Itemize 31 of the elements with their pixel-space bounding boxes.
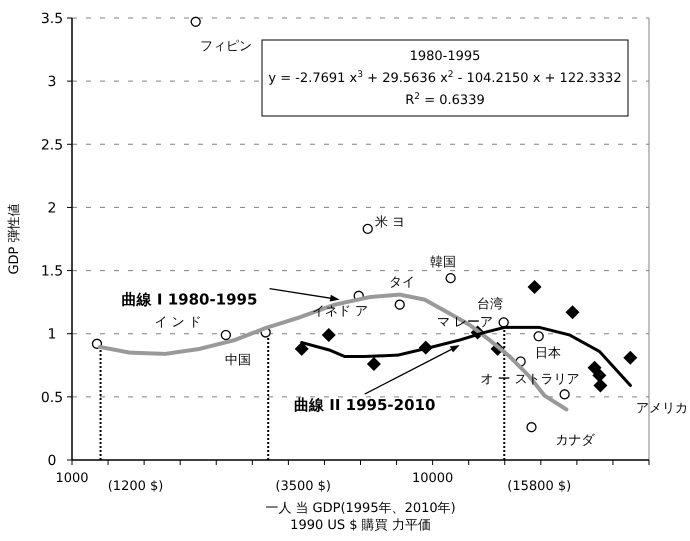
ref-line-label: (3500 $) [275, 479, 332, 494]
annotation: 米 ヨ [374, 215, 406, 230]
annotation: フィピン [200, 39, 252, 54]
y-tick-label: 1.5 [40, 264, 64, 280]
ref-line-label: (15800 $) [507, 479, 572, 494]
annotation: 曲線 I 1980-1995 [122, 290, 258, 309]
x-axis-title: 一人 当 GDP(1995年、2010年) 1990 US $ 購買 力平価 [265, 501, 456, 533]
annotation: 日本 [535, 346, 561, 361]
y-tick-label: 3.5 [40, 11, 64, 27]
annotation: y = -2.7691 x$^{3}$ + 29.5636 x$^{2}$ - 104.2150 x + 122.3332 [268, 70, 622, 86]
x-tick-label: 10000 [412, 471, 454, 486]
annotation: 中国 [225, 353, 251, 368]
annotation: アメリカ [636, 401, 688, 416]
annotation: マ レーア [436, 315, 494, 330]
y-tick-label: 3 [48, 74, 56, 90]
annotation: 曲線 II 1995-2010 [294, 396, 436, 414]
annotation: R$^{2}$ = 0.6339 [405, 92, 485, 108]
annotation: タイ [389, 275, 415, 290]
annotation: 台湾 [477, 296, 503, 312]
y-axis-title: GDP 弾性値 [7, 203, 22, 275]
annotation: カナダ [556, 433, 596, 448]
y-tick-label: 0 [48, 453, 56, 469]
y-tick-label: 1 [48, 326, 56, 343]
annotation: 1980-1995 [410, 49, 480, 64]
ref-line-label: (1200 $) [108, 479, 164, 494]
x-tick-label: 1000 [55, 471, 89, 486]
y-tick-label: 2 [48, 200, 56, 216]
annotation: 韓国 [430, 255, 456, 270]
y-tick-label: 2.5 [40, 137, 64, 154]
y-tick-label: 0.5 [40, 390, 64, 406]
annotation: イ ン ド [154, 315, 202, 330]
